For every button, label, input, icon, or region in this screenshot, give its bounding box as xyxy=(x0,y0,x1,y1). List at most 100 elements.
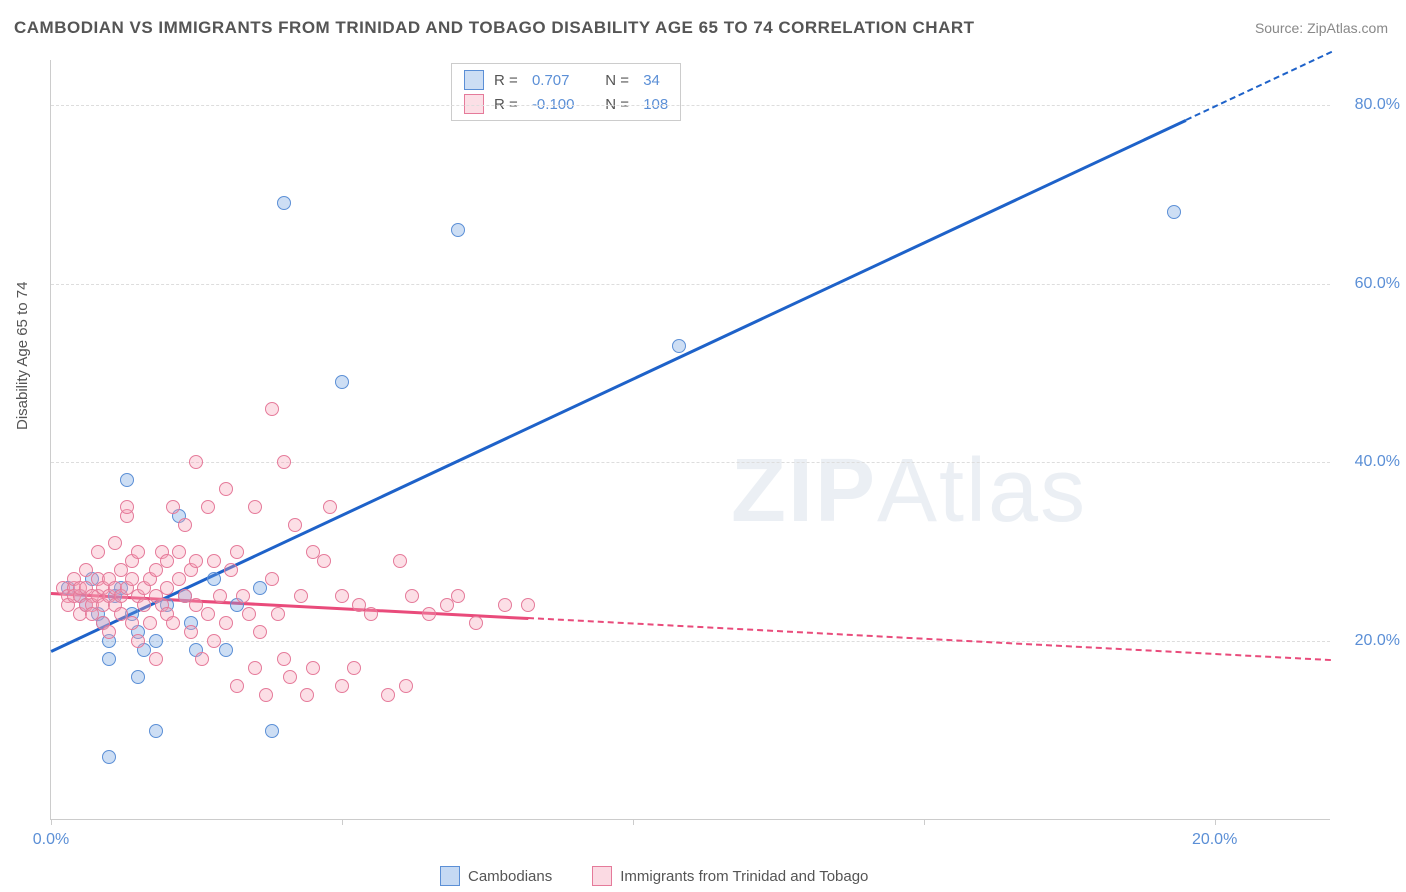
trend-line xyxy=(528,617,1331,661)
x-tick-label: 0.0% xyxy=(33,831,69,849)
scatter-point xyxy=(207,634,221,648)
scatter-point xyxy=(440,598,454,612)
scatter-point xyxy=(294,589,308,603)
scatter-point xyxy=(317,554,331,568)
x-tick-mark xyxy=(633,819,634,825)
scatter-point xyxy=(259,688,273,702)
scatter-point xyxy=(393,554,407,568)
scatter-point xyxy=(207,572,221,586)
scatter-point xyxy=(265,572,279,586)
scatter-point xyxy=(364,607,378,621)
scatter-point xyxy=(131,545,145,559)
scatter-point xyxy=(120,473,134,487)
scatter-point xyxy=(306,661,320,675)
legend-r-value: 0.707 xyxy=(532,72,587,89)
scatter-point xyxy=(265,724,279,738)
scatter-point xyxy=(521,598,535,612)
scatter-point xyxy=(277,455,291,469)
scatter-point xyxy=(189,455,203,469)
watermark-bold: ZIP xyxy=(731,441,877,541)
scatter-point xyxy=(253,581,267,595)
scatter-point xyxy=(131,670,145,684)
y-tick-label: 80.0% xyxy=(1340,96,1400,114)
scatter-point xyxy=(277,652,291,666)
scatter-point xyxy=(137,598,151,612)
scatter-point xyxy=(102,750,116,764)
legend-row: R = 0.707 N = 34 xyxy=(464,68,668,92)
gridline xyxy=(51,641,1330,642)
scatter-point xyxy=(166,616,180,630)
scatter-point xyxy=(149,652,163,666)
legend-label: Immigrants from Trinidad and Tobago xyxy=(620,868,868,885)
scatter-point xyxy=(149,634,163,648)
correlation-legend: R = 0.707 N = 34R = -0.100 N = 108 xyxy=(451,63,681,121)
trend-line xyxy=(1185,51,1331,121)
scatter-point xyxy=(149,724,163,738)
legend-item: Cambodians xyxy=(440,866,552,886)
scatter-point xyxy=(160,581,174,595)
legend-item: Immigrants from Trinidad and Tobago xyxy=(592,866,868,886)
scatter-point xyxy=(300,688,314,702)
scatter-point xyxy=(213,589,227,603)
scatter-point xyxy=(131,634,145,648)
scatter-point xyxy=(242,607,256,621)
scatter-point xyxy=(399,679,413,693)
scatter-point xyxy=(108,536,122,550)
scatter-point xyxy=(271,607,285,621)
scatter-point xyxy=(335,375,349,389)
scatter-point xyxy=(125,616,139,630)
scatter-point xyxy=(323,500,337,514)
x-tick-mark xyxy=(51,819,52,825)
chart-title: CAMBODIAN VS IMMIGRANTS FROM TRINIDAD AN… xyxy=(14,18,975,38)
scatter-point xyxy=(1167,205,1181,219)
scatter-point xyxy=(172,572,186,586)
scatter-point xyxy=(469,616,483,630)
scatter-point xyxy=(230,679,244,693)
scatter-point xyxy=(207,554,221,568)
scatter-point xyxy=(288,518,302,532)
scatter-point xyxy=(347,661,361,675)
scatter-point xyxy=(672,339,686,353)
scatter-point xyxy=(189,554,203,568)
scatter-point xyxy=(219,643,233,657)
legend-swatch xyxy=(592,866,612,886)
plot-area: R = 0.707 N = 34R = -0.100 N = 108 ZIPAt… xyxy=(50,60,1330,820)
scatter-point xyxy=(265,402,279,416)
legend-r-label: R = xyxy=(494,72,522,89)
scatter-point xyxy=(102,625,116,639)
scatter-point xyxy=(335,589,349,603)
x-tick-mark xyxy=(924,819,925,825)
scatter-point xyxy=(143,616,157,630)
scatter-point xyxy=(219,616,233,630)
gridline xyxy=(51,462,1330,463)
legend-label: Cambodians xyxy=(468,868,552,885)
watermark-light: Atlas xyxy=(877,441,1087,541)
scatter-point xyxy=(498,598,512,612)
legend-n-value: 34 xyxy=(643,72,660,89)
gridline xyxy=(51,105,1330,106)
scatter-point xyxy=(195,652,209,666)
x-tick-mark xyxy=(1215,819,1216,825)
scatter-point xyxy=(335,679,349,693)
scatter-point xyxy=(172,545,186,559)
scatter-point xyxy=(120,500,134,514)
scatter-point xyxy=(451,223,465,237)
scatter-point xyxy=(230,545,244,559)
scatter-point xyxy=(160,554,174,568)
trend-line xyxy=(50,119,1186,652)
x-tick-label: 20.0% xyxy=(1192,831,1237,849)
scatter-point xyxy=(253,625,267,639)
scatter-point xyxy=(149,563,163,577)
chart-container: CAMBODIAN VS IMMIGRANTS FROM TRINIDAD AN… xyxy=(0,0,1406,892)
y-tick-label: 20.0% xyxy=(1340,632,1400,650)
scatter-point xyxy=(405,589,419,603)
scatter-point xyxy=(422,607,436,621)
y-axis-label: Disability Age 65 to 74 xyxy=(14,282,31,430)
scatter-point xyxy=(277,196,291,210)
legend-n-label: N = xyxy=(597,72,633,89)
scatter-point xyxy=(224,563,238,577)
scatter-point xyxy=(178,518,192,532)
scatter-point xyxy=(184,625,198,639)
source-label: Source: ZipAtlas.com xyxy=(1255,20,1388,36)
scatter-point xyxy=(248,500,262,514)
